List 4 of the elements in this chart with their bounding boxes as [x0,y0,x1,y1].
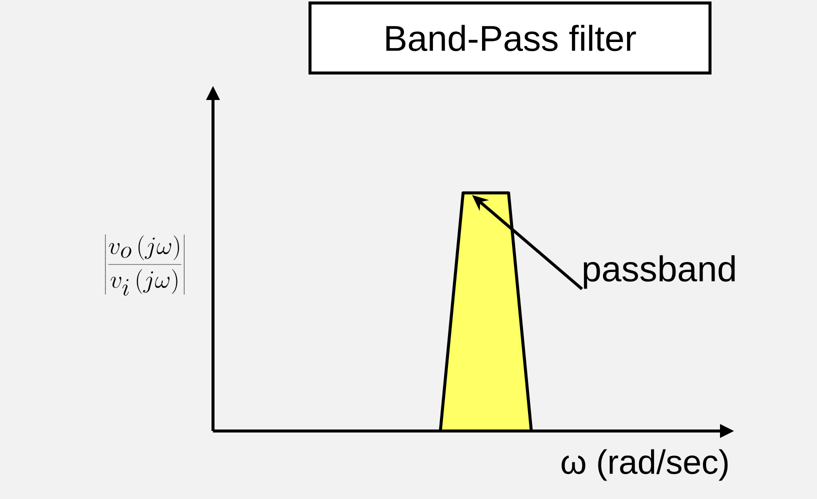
x-axis-title: ω (rad/sec) [562,449,728,481]
y-axis-title: $\left|\frac{v_o\left(j\omega\right)}{v_i\left(j\omega\right)}\right|$ [105,234,184,296]
annotation: passband [584,255,735,289]
chart-title: Band-Pass filter [386,24,636,52]
